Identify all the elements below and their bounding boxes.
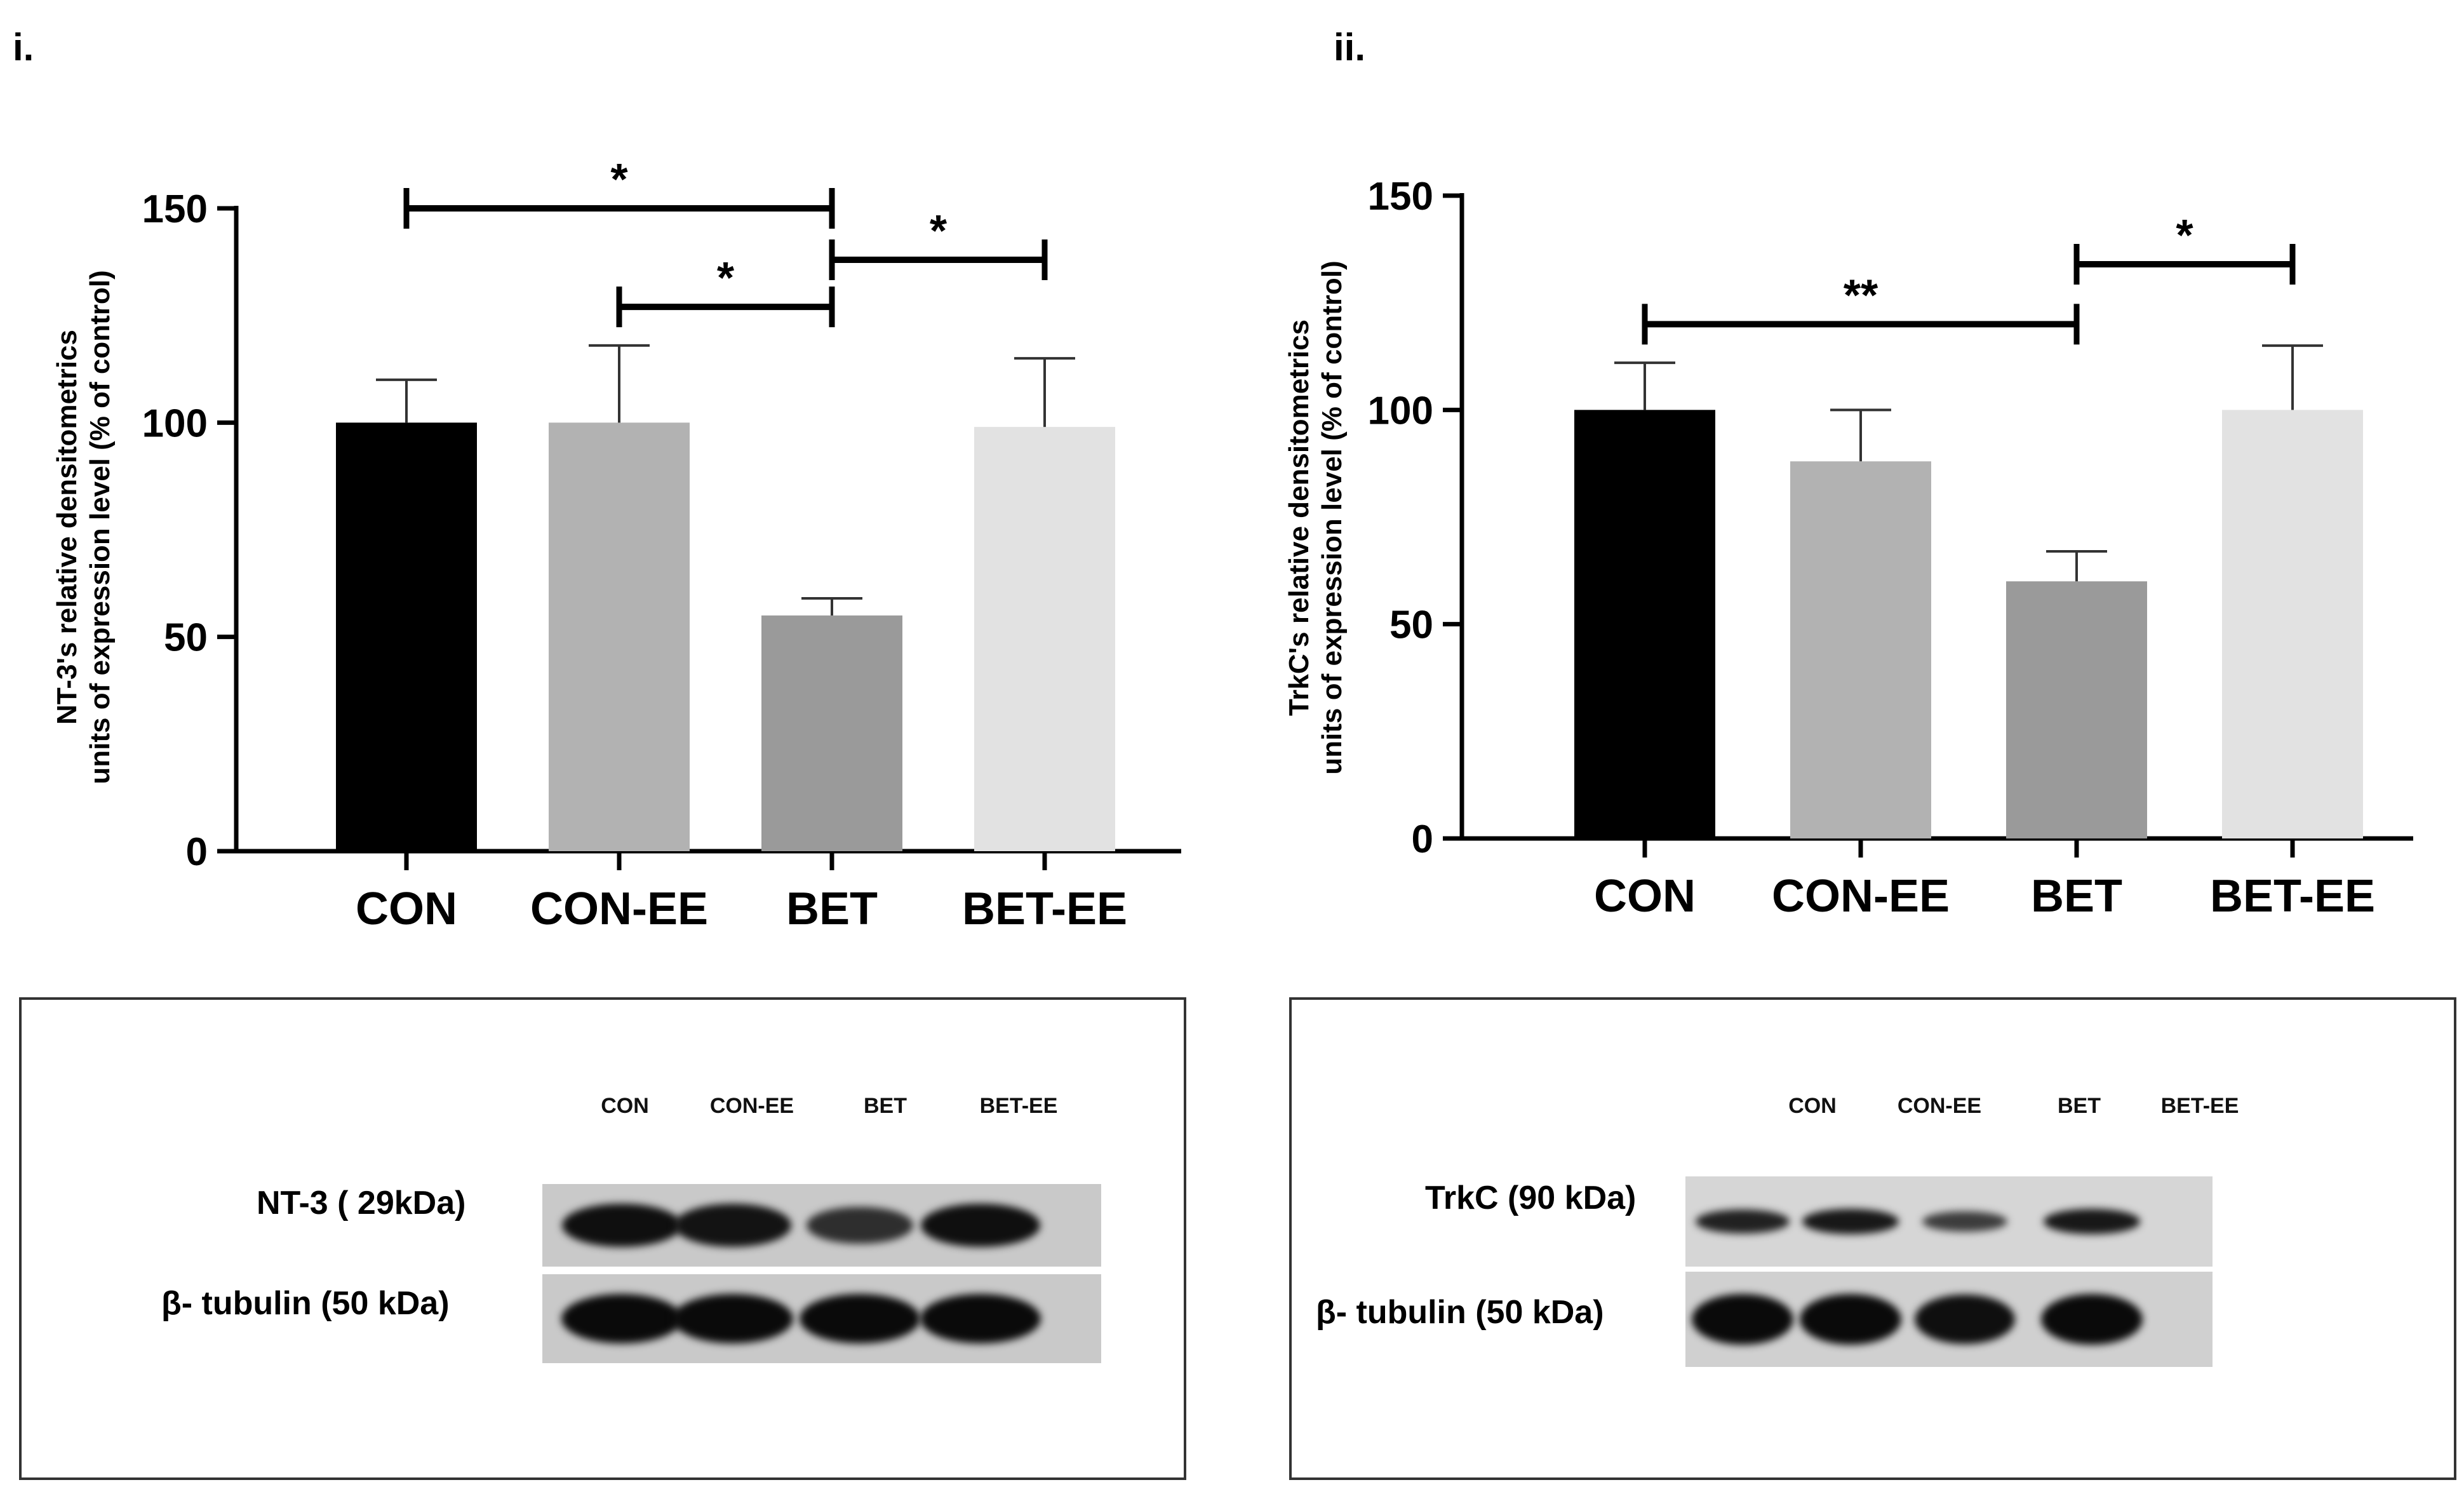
y-tick-label: 150 xyxy=(1368,175,1433,219)
blot-band xyxy=(1696,1209,1790,1234)
y-tick-label: 150 xyxy=(142,187,208,231)
y-tick-label: 100 xyxy=(142,401,208,445)
bar xyxy=(1790,461,1931,838)
blot-row-label-nt3: NT-3 ( 29kDa) xyxy=(257,1185,466,1221)
bar xyxy=(1574,410,1715,838)
y-tick-label: 0 xyxy=(1412,818,1433,861)
blot-band xyxy=(562,1203,681,1248)
y-axis-label: TrkC's relative densitometrics xyxy=(1283,320,1315,716)
significance-label: * xyxy=(717,253,735,302)
y-tick-label: 0 xyxy=(186,830,208,874)
blot-row-label-tubulin: β- tubulin (50 kDa) xyxy=(1316,1294,1604,1331)
x-tick-label: BET-EE xyxy=(962,884,1127,934)
bar xyxy=(2006,581,2147,838)
blot-band xyxy=(1800,1294,1901,1345)
bar xyxy=(336,422,477,851)
x-tick-label: CON-EE xyxy=(530,884,708,934)
blot-band xyxy=(2043,1209,2141,1234)
blot-band xyxy=(673,1294,793,1343)
panel-label-ii: ii. xyxy=(1334,26,1366,69)
blot-band xyxy=(561,1294,682,1343)
x-tick-label: CON-EE xyxy=(1772,871,1950,922)
bar xyxy=(974,427,1115,851)
bar xyxy=(549,422,690,851)
blot-band xyxy=(1692,1294,1793,1345)
trkc-membrane-strip xyxy=(1685,1176,2213,1267)
blot-lane-label: BET-EE xyxy=(979,1094,1058,1118)
significance-label: * xyxy=(930,206,947,255)
blot-lane-label: BET xyxy=(864,1094,907,1118)
nt3-bar-chart: 0 50 100 150 NT-3's relative densitometrics u… xyxy=(51,154,1181,934)
blot-band xyxy=(800,1294,920,1343)
x-tick-label: CON xyxy=(356,884,457,934)
blot-lane-label: CON-EE xyxy=(1897,1094,1982,1118)
blot-band xyxy=(1922,1211,2007,1232)
panel-label-i: i. xyxy=(13,26,34,69)
significance-label: * xyxy=(2176,210,2193,260)
blot-band xyxy=(2041,1294,2143,1345)
y-axis-label: units of expression level (% of control) xyxy=(1316,260,1348,774)
blot-band xyxy=(674,1204,792,1247)
blot-band xyxy=(920,1294,1041,1343)
y-axis-label: NT-3's relative densitometrics xyxy=(51,330,83,725)
blot-lane-label: CON xyxy=(601,1094,649,1118)
nt3-membrane-strip xyxy=(542,1184,1101,1267)
blot-lane-label: BET xyxy=(2058,1094,2101,1118)
blot-band xyxy=(1915,1294,2015,1345)
bar xyxy=(2222,410,2363,838)
y-tick-label: 50 xyxy=(1389,603,1433,647)
blot-band xyxy=(921,1203,1040,1248)
y-tick-label: 50 xyxy=(164,616,208,660)
trkc-bar-chart: 0 50 100 150 TrkC's relative densitometrics u… xyxy=(1283,175,2413,922)
y-axis-label: units of expression level (% of control) xyxy=(84,270,116,784)
blot-lane-label: CON xyxy=(1788,1094,1837,1118)
trkc-western-blot-panel: CON CON-EE BET BET-EE TrkC (90 kDa) β- t… xyxy=(1289,997,2456,1480)
x-tick-label: CON xyxy=(1594,871,1696,922)
blot-lane-label: BET-EE xyxy=(2160,1094,2239,1118)
tubulin-membrane-strip xyxy=(542,1274,1101,1363)
blot-band xyxy=(1802,1209,1899,1234)
blot-row-label-trkc: TrkC (90 kDa) xyxy=(1425,1180,1637,1216)
blot-row-label-tubulin: β- tubulin (50 kDa) xyxy=(161,1285,450,1322)
bar xyxy=(761,615,902,851)
blot-band xyxy=(807,1206,913,1244)
y-tick-label: 100 xyxy=(1368,389,1433,433)
tubulin-membrane-strip xyxy=(1685,1272,2213,1367)
x-tick-label: BET xyxy=(2031,871,2122,922)
significance-label: ** xyxy=(1844,270,1878,320)
significance-label: * xyxy=(610,154,628,204)
x-tick-label: BET-EE xyxy=(2210,871,2375,922)
nt3-western-blot-panel: CON CON-EE BET BET-EE NT-3 ( 29kDa) β- t… xyxy=(19,997,1186,1480)
x-tick-label: BET xyxy=(786,884,878,934)
blot-lane-label: CON-EE xyxy=(709,1094,794,1118)
